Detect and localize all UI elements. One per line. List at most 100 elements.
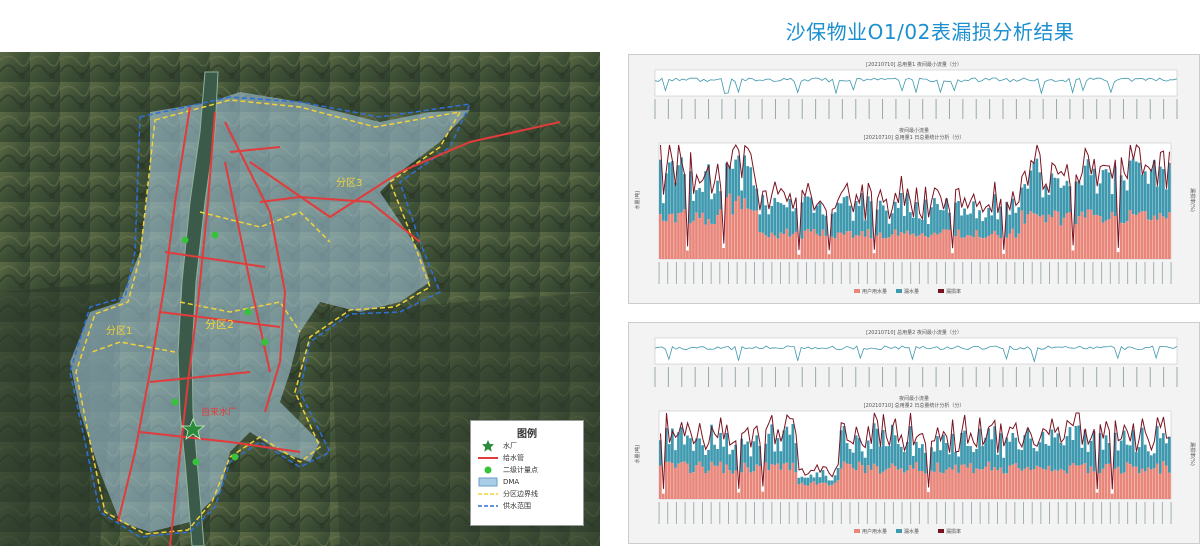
green-dot-icon <box>477 466 499 474</box>
user-water-bar <box>776 463 780 499</box>
user-water-bar <box>746 208 750 259</box>
user-water-bar <box>993 230 997 259</box>
leak-bar <box>1068 186 1072 213</box>
leak-bar <box>1155 425 1159 464</box>
y-axis-left-label: 水量(吨) <box>634 191 641 210</box>
leak-bar <box>707 164 710 220</box>
leak-bar <box>1101 170 1105 223</box>
leak-bar <box>863 457 867 473</box>
leak-bar <box>857 205 861 236</box>
leak-bar <box>671 161 674 214</box>
leak-bar <box>1038 442 1042 467</box>
leak-bar <box>716 180 719 216</box>
user-water-bar <box>668 461 671 499</box>
bottom-chart-ticks <box>658 262 1172 284</box>
leak-bar <box>1023 184 1027 224</box>
zone-label-2: 分区2 <box>205 318 234 331</box>
leak-bar <box>806 477 810 486</box>
leak-bar <box>887 223 891 238</box>
user-water-bar <box>1128 209 1132 259</box>
leak-bar <box>851 452 855 468</box>
leak-bar <box>749 456 753 473</box>
y-axis-left-label: 水量(吨) <box>634 445 641 464</box>
user-water-bar <box>972 473 975 499</box>
user-water-bar <box>1107 219 1111 259</box>
user-water-bar <box>731 473 735 499</box>
zone-label-3: 分区3 <box>336 177 362 189</box>
leak-bar <box>860 193 864 232</box>
leak-bar <box>716 449 719 466</box>
leak-bar <box>1168 162 1171 213</box>
leak-bar <box>1083 429 1087 464</box>
leak-bar <box>927 224 930 238</box>
leak-bar <box>987 428 991 462</box>
leak-bar <box>906 442 909 471</box>
user-water-bar <box>1017 467 1021 499</box>
leak-bar <box>668 444 671 462</box>
user-water-bar <box>1068 465 1072 499</box>
user-water-bar <box>1146 219 1150 259</box>
user-water-bar <box>845 231 849 259</box>
leak-bar <box>1168 436 1171 473</box>
leak-bar <box>1011 198 1015 229</box>
leak-bar <box>996 454 1000 471</box>
user-water-bar <box>1023 223 1027 259</box>
leak-bar <box>960 432 963 465</box>
user-water-bar <box>848 464 852 499</box>
user-water-bar <box>791 233 795 259</box>
legend-entry: 漏水量 <box>904 288 919 295</box>
user-water-bar <box>1143 471 1147 499</box>
user-water-bar <box>686 250 689 259</box>
user-water-bar <box>1122 472 1126 499</box>
leak-bar <box>692 450 695 473</box>
leak-bar <box>1062 445 1066 471</box>
leak-bar <box>909 212 912 235</box>
leak-bar <box>803 477 807 486</box>
user-water-bar <box>1011 464 1015 499</box>
leak-bar <box>833 475 837 483</box>
user-water-bar <box>1047 465 1051 499</box>
user-water-bar <box>1023 468 1027 499</box>
user-water-bar <box>890 234 894 259</box>
leak-bar <box>1056 433 1060 471</box>
user-water-bar <box>728 193 732 259</box>
leak-bar <box>1128 445 1132 464</box>
leak-bar <box>999 433 1003 468</box>
user-water-bar <box>981 238 985 259</box>
leak-bar <box>984 217 988 238</box>
leak-bar <box>1077 425 1081 466</box>
legend-entry: 漏损率 <box>946 288 961 295</box>
leak-bar <box>1146 183 1150 220</box>
user-water-bar <box>969 235 972 259</box>
leak-bar <box>734 444 738 471</box>
user-water-bar <box>930 470 933 499</box>
leak-bar <box>758 446 762 467</box>
user-water-bar <box>827 254 831 259</box>
legend-item: 二级计量点 <box>477 464 583 476</box>
leak-bar <box>969 213 972 236</box>
leak-bar <box>1035 158 1039 215</box>
leak-bar <box>1089 175 1093 210</box>
user-water-bar <box>1056 470 1060 499</box>
user-water-bar <box>1083 217 1087 259</box>
leak-bar <box>869 449 873 470</box>
user-water-bar <box>1113 216 1117 259</box>
user-water-bar <box>722 248 725 259</box>
leak-bar <box>1134 161 1138 215</box>
leak-bar <box>698 438 701 462</box>
user-water-bar <box>918 470 921 499</box>
leak-bar <box>725 432 729 465</box>
user-water-bar <box>1062 217 1066 259</box>
user-water-bar <box>960 237 963 259</box>
user-water-bar <box>728 469 732 499</box>
leak-bar <box>915 202 918 237</box>
user-water-bar <box>872 463 876 499</box>
user-water-bar <box>1059 225 1063 259</box>
leak-bar <box>752 441 756 472</box>
leak-bar <box>818 477 822 484</box>
leak-bar <box>939 450 942 473</box>
leak-bar <box>1032 448 1036 470</box>
leak-bar <box>918 447 921 471</box>
leak-bar <box>1083 165 1087 218</box>
user-water-bar <box>1119 222 1123 259</box>
